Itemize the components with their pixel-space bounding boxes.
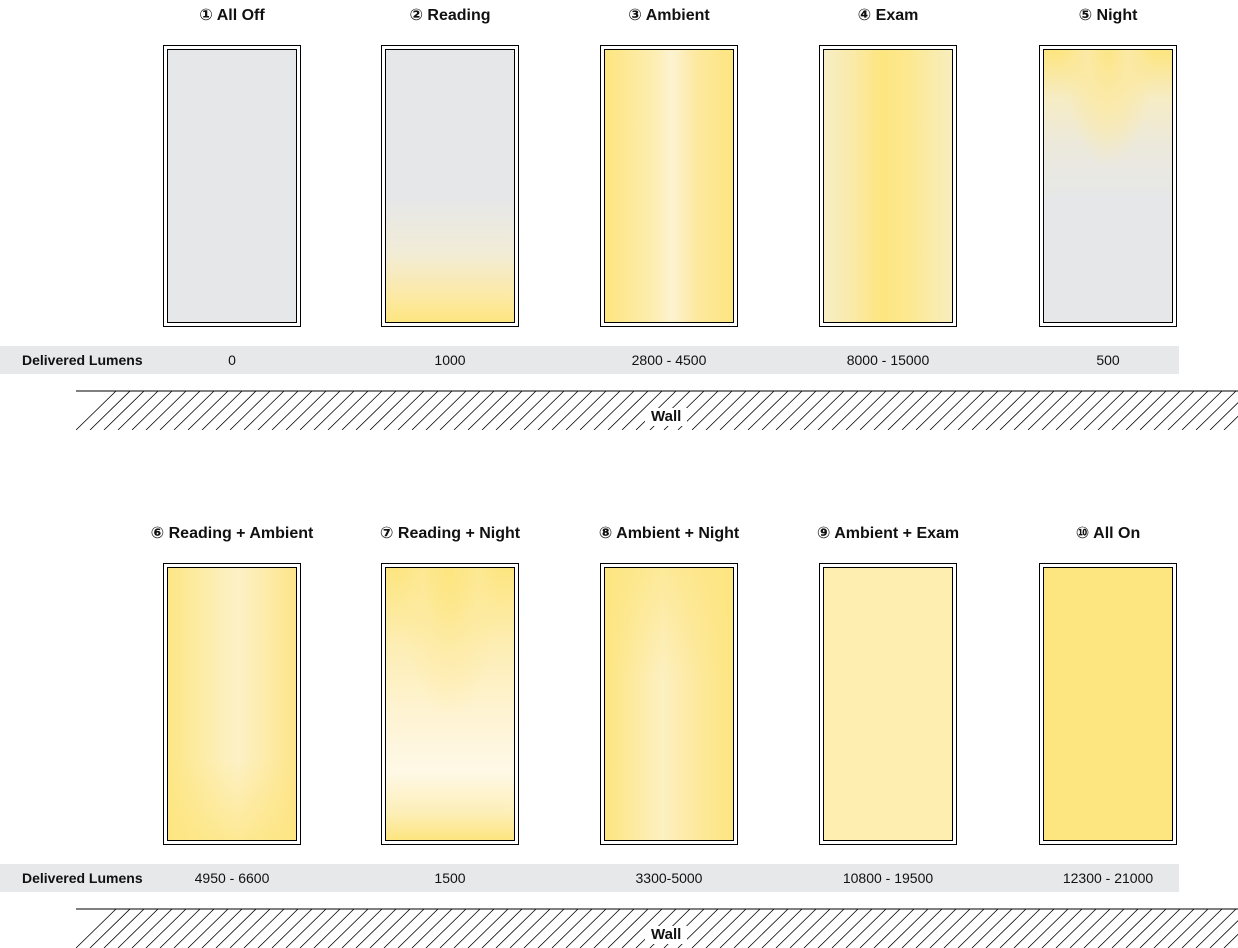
- light-panel: [163, 45, 301, 327]
- light-panel: [1039, 563, 1177, 845]
- lumens-value: 3300-5000: [635, 870, 703, 886]
- panel-fill: [604, 49, 734, 323]
- light-panel: [163, 563, 301, 845]
- scene-title: ⑧ Ambient + Night: [598, 525, 740, 542]
- panel-fill: [1043, 567, 1173, 841]
- lumens-value: 4950 - 6600: [194, 870, 270, 886]
- light-layer: [605, 568, 733, 840]
- scene-title: ⑦ Reading + Night: [379, 525, 521, 542]
- panel-fill: [823, 567, 953, 841]
- light-layer: [386, 50, 514, 322]
- light-layer: [1044, 568, 1172, 840]
- wall-label: Wall: [645, 408, 688, 426]
- scene-title: ④ Exam: [857, 7, 919, 24]
- lumens-value: 12300 - 21000: [1062, 870, 1154, 886]
- panel-fill: [823, 49, 953, 323]
- light-panel: [600, 563, 738, 845]
- scene-title: ① All Off: [199, 7, 265, 24]
- light-layer: [1044, 50, 1172, 322]
- lumens-label: Delivered Lumens: [22, 352, 143, 368]
- light-layer: [168, 50, 296, 322]
- scene-title: ⑤ Night: [1078, 7, 1138, 24]
- light-panel: [819, 563, 957, 845]
- lumens-value: 8000 - 15000: [846, 352, 930, 368]
- light-panel: [381, 45, 519, 327]
- lumens-value: 0: [228, 352, 236, 368]
- light-layer: [824, 568, 952, 840]
- light-layer: [386, 568, 514, 840]
- light-panel: [600, 45, 738, 327]
- light-layer: [824, 50, 952, 322]
- lumens-value: 2800 - 4500: [631, 352, 707, 368]
- lumens-value: 1500: [434, 870, 466, 886]
- light-panel: [1039, 45, 1177, 327]
- scene-title: ⑩ All On: [1075, 525, 1141, 542]
- scene-title: ② Reading: [409, 7, 491, 24]
- lumens-value: 1000: [434, 352, 466, 368]
- panel-fill: [385, 567, 515, 841]
- panel-fill: [604, 567, 734, 841]
- lumens-band: [0, 864, 1179, 892]
- lumens-band: [0, 346, 1179, 374]
- lumens-value: 10800 - 19500: [842, 870, 934, 886]
- panel-fill: [167, 567, 297, 841]
- panel-fill: [385, 49, 515, 323]
- light-panel: [381, 563, 519, 845]
- light-layer: [605, 50, 733, 322]
- panel-fill: [167, 49, 297, 323]
- scene-title: ⑨ Ambient + Exam: [816, 525, 960, 542]
- scene-title: ③ Ambient: [628, 7, 710, 24]
- light-panel: [819, 45, 957, 327]
- lumens-value: 500: [1096, 352, 1120, 368]
- light-layer: [168, 568, 296, 840]
- lumens-label: Delivered Lumens: [22, 870, 143, 886]
- wall-hatch: [76, 390, 1238, 430]
- wall-label: Wall: [645, 926, 688, 944]
- panel-fill: [1043, 49, 1173, 323]
- scene-title: ⑥ Reading + Ambient: [150, 525, 314, 542]
